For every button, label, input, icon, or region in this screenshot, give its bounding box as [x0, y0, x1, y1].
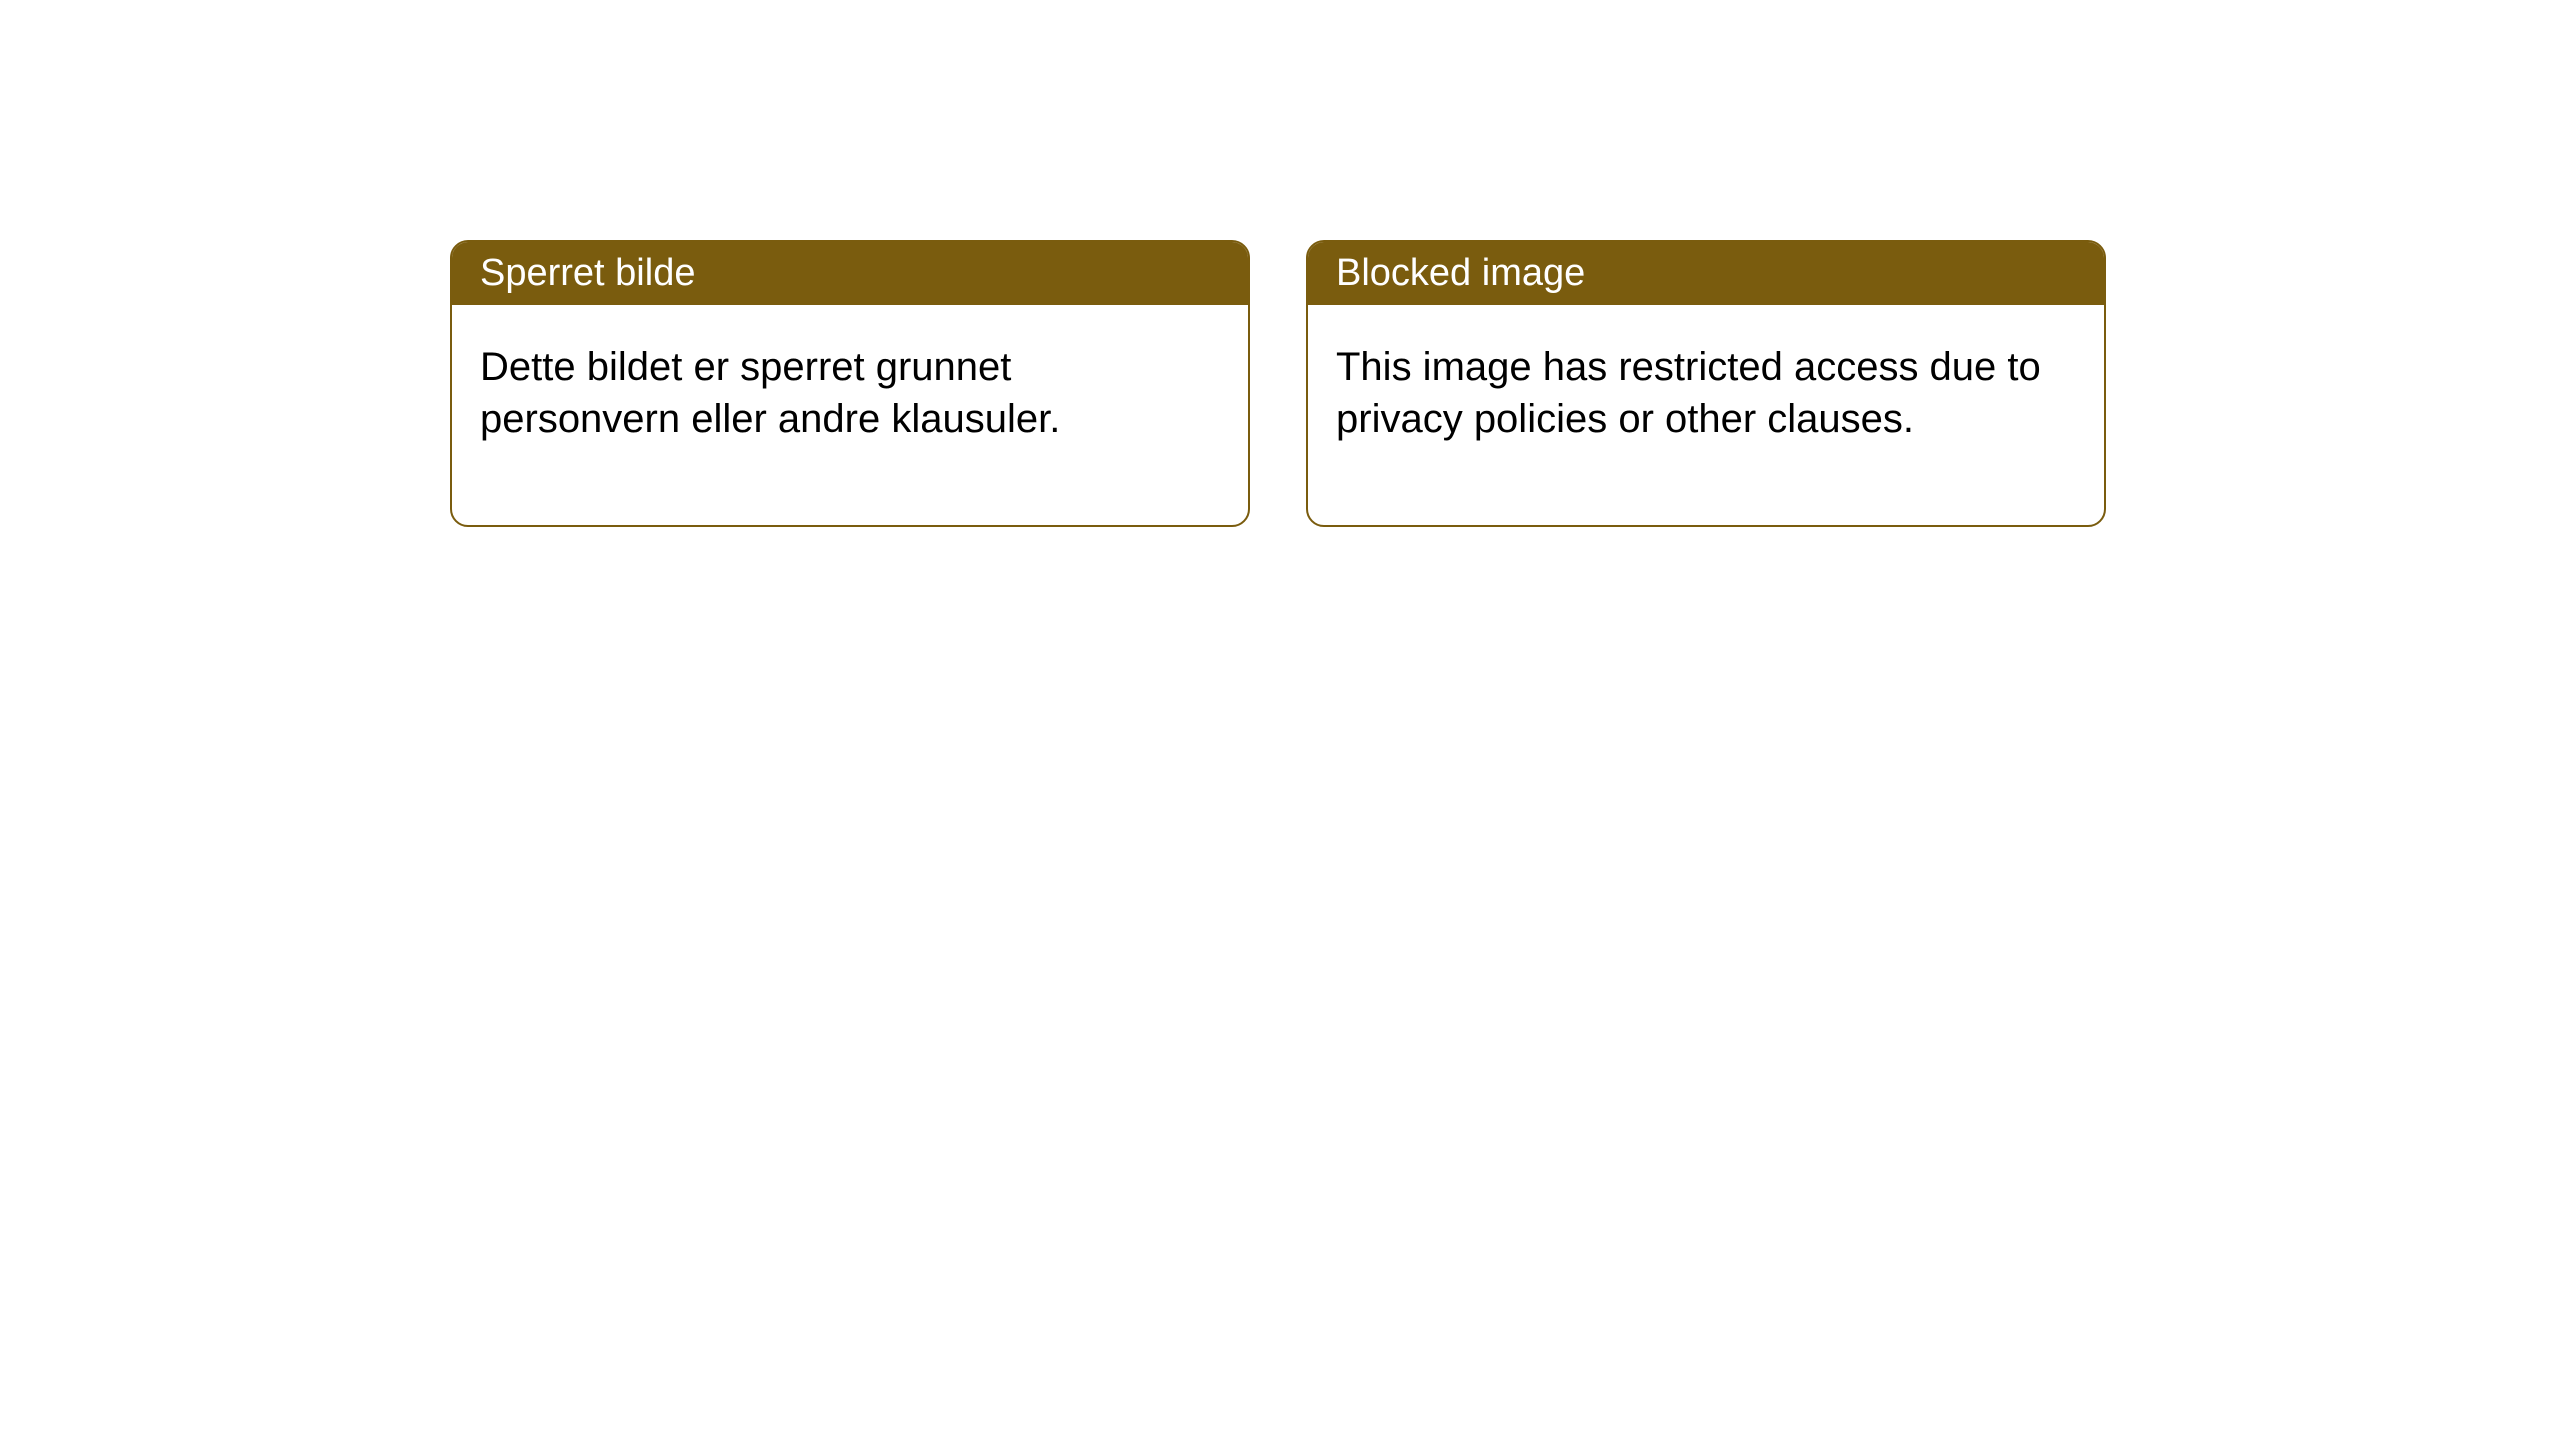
card-title: Blocked image — [1336, 252, 1585, 294]
info-card-norwegian: Sperret bilde Dette bildet er sperret gr… — [450, 240, 1250, 527]
card-header: Sperret bilde — [452, 242, 1248, 305]
cards-container: Sperret bilde Dette bildet er sperret gr… — [450, 240, 2106, 527]
card-body-text: Dette bildet er sperret grunnet personve… — [480, 345, 1060, 441]
card-header: Blocked image — [1308, 242, 2104, 305]
card-body: Dette bildet er sperret grunnet personve… — [452, 305, 1248, 525]
info-card-english: Blocked image This image has restricted … — [1306, 240, 2106, 527]
card-title: Sperret bilde — [480, 252, 695, 294]
card-body-text: This image has restricted access due to … — [1336, 345, 2041, 441]
card-body: This image has restricted access due to … — [1308, 305, 2104, 525]
